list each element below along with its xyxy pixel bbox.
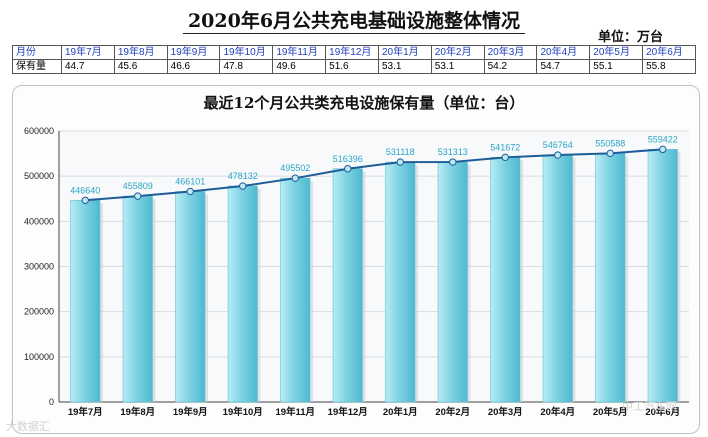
line-point	[344, 165, 352, 173]
table-value-cell: 46.6	[166, 59, 221, 74]
x-tick-label: 20年5月	[593, 406, 628, 418]
table-value-cell: 54.2	[483, 59, 538, 74]
line-point	[134, 192, 142, 200]
data-label: 546764	[543, 140, 573, 150]
table-header-row: 月份 19年7月 19年8月 19年9月 19年10月 19年11月 19年12…	[12, 45, 696, 60]
table-month-cell: 19年11月	[272, 45, 327, 60]
x-tick-label: 19年12月	[328, 406, 368, 418]
bar	[280, 177, 311, 403]
x-tick-label: 20年3月	[488, 406, 523, 418]
table-month-cell: 20年3月	[483, 45, 538, 60]
table-row-header-months: 月份	[12, 45, 62, 60]
title-underline	[183, 33, 525, 34]
table-month-cell: 19年9月	[166, 45, 221, 60]
data-label: 466101	[175, 176, 205, 186]
x-tick-label: 19年8月	[120, 406, 155, 418]
x-tick-label: 19年9月	[173, 406, 208, 418]
line-point	[606, 149, 614, 158]
chart-title: 最近12个月公共类充电设施保有量（单位：台）	[204, 94, 525, 112]
data-label: 531118	[386, 147, 415, 157]
table-month-cell: 19年12月	[325, 45, 379, 60]
bar	[70, 199, 101, 403]
data-label: 550588	[595, 138, 625, 148]
table-month-cell: 19年8月	[113, 45, 168, 60]
x-tick-label: 20年1月	[383, 406, 418, 418]
table-value-cell: 55.8	[642, 59, 696, 74]
line-point	[291, 174, 299, 182]
line-point	[554, 151, 562, 159]
table-month-cell: 20年4月	[536, 45, 591, 60]
line-point	[186, 187, 194, 196]
data-label: 531313	[438, 147, 468, 157]
data-label: 446640	[70, 185, 100, 195]
table-month-cell: 20年5月	[589, 45, 644, 60]
table-value-cell: 44.7	[61, 59, 115, 74]
table-value-cell: 51.6	[325, 59, 379, 74]
bar	[122, 195, 153, 403]
y-tick-label: 0	[49, 397, 54, 407]
data-label: 478132	[228, 171, 258, 181]
x-tick-label: 20年4月	[540, 406, 575, 418]
table-row-header-values: 保有量	[12, 59, 62, 74]
data-label: 455809	[123, 181, 153, 191]
bar	[542, 154, 573, 403]
table-month-cell: 19年7月	[61, 45, 115, 60]
table-value-cell: 45.6	[113, 59, 168, 74]
table-month-cell: 19年10月	[219, 45, 274, 60]
x-tick-label: 19年7月	[68, 406, 103, 418]
table-month-cell: 20年6月	[642, 45, 696, 60]
line-point	[449, 158, 457, 166]
line-point	[501, 153, 509, 162]
data-label: 559422	[648, 134, 678, 144]
page-title: 2020年6月公共充电基础设施整体情况	[187, 10, 521, 32]
line-point	[396, 158, 404, 166]
summary-table: 月份 19年7月 19年8月 19年9月 19年10月 19年11月 19年12…	[12, 45, 696, 74]
unit-label: 单位：万台	[598, 30, 664, 45]
table-value-row: 保有量 44.7 45.6 46.6 47.8 49.6 51.6 53.1 5…	[12, 59, 696, 74]
x-tick-label: 20年6月	[645, 406, 680, 418]
table-value-cell: 54.7	[536, 59, 591, 74]
table-value-cell: 47.8	[219, 59, 274, 74]
bar	[227, 185, 258, 403]
watermark-bottom-right: 中工汽车网	[622, 400, 677, 413]
y-tick-label: 300000	[24, 262, 54, 272]
bar	[175, 191, 206, 403]
y-tick-label: 200000	[24, 307, 54, 317]
y-tick-label: 600000	[24, 126, 54, 136]
table-value-cell: 55.1	[589, 59, 644, 74]
data-label: 516396	[333, 154, 363, 164]
series-line	[85, 148, 663, 202]
bar	[385, 161, 416, 403]
bar	[490, 157, 521, 403]
table-month-cell: 20年2月	[430, 45, 485, 60]
y-tick-label: 100000	[24, 352, 54, 362]
watermark-bottom-left: 大数据汇	[6, 420, 50, 433]
bar	[332, 168, 363, 403]
x-tick-label: 19年11月	[275, 406, 315, 418]
line-point	[659, 145, 667, 154]
table-month-cell: 20年1月	[377, 45, 432, 60]
y-tick-label: 500000	[24, 171, 54, 181]
data-label: 541672	[490, 142, 520, 152]
line-point	[81, 196, 89, 204]
data-label: 495502	[280, 163, 310, 173]
chart-panel: 最近12个月公共类充电设施保有量（单位：台） 0 100000 200000 30000…	[12, 85, 700, 434]
table-value-cell: 53.1	[430, 59, 485, 74]
bar	[595, 153, 626, 403]
x-tick-label: 19年10月	[223, 406, 263, 418]
bar	[437, 161, 468, 403]
x-tick-label: 20年2月	[435, 406, 470, 418]
table-value-cell: 53.1	[377, 59, 432, 74]
table-value-cell: 49.6	[272, 59, 327, 74]
y-tick-label: 400000	[24, 216, 54, 226]
line-point	[239, 182, 247, 190]
bar-line-chart: 最近12个月公共类充电设施保有量（单位：台） 0 100000 200000 30000…	[24, 94, 689, 418]
bar	[647, 149, 678, 403]
